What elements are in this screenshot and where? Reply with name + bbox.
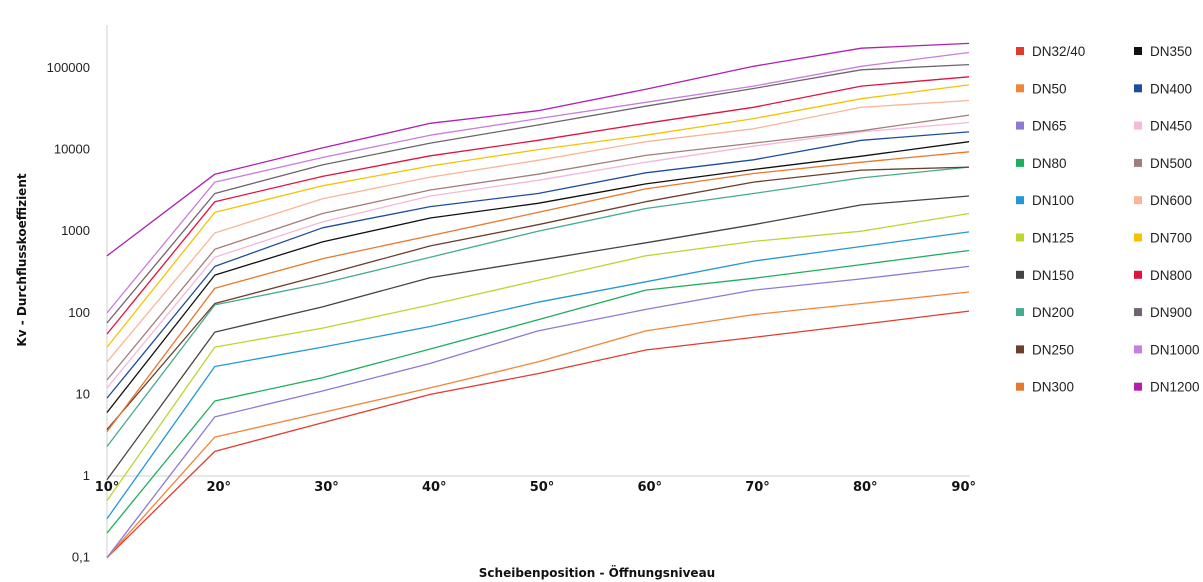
legend-swatch — [1134, 308, 1142, 317]
legend-label: DN600 — [1150, 193, 1192, 208]
y-tick-label: 0,1 — [72, 550, 90, 565]
legend-label: DN450 — [1150, 119, 1192, 134]
x-tick-label: 70° — [745, 480, 770, 495]
series-line — [106, 166, 970, 431]
legend-swatch — [1016, 308, 1024, 317]
chart-axes — [106, 25, 970, 558]
legend-swatch — [1016, 382, 1024, 391]
legend-label: DN300 — [1032, 380, 1074, 395]
legend-label: DN1000 — [1150, 342, 1200, 357]
legend-swatch — [1134, 47, 1142, 55]
series-line — [106, 131, 970, 399]
legend-label: DN80 — [1032, 156, 1067, 171]
legend-label: DN200 — [1032, 305, 1074, 320]
x-tick-label: 30° — [314, 480, 339, 495]
legend-swatch — [1016, 121, 1024, 130]
legend-label: DN125 — [1032, 231, 1074, 246]
series-line — [106, 114, 970, 381]
series-line — [106, 212, 970, 501]
legend-label: DN50 — [1032, 81, 1067, 96]
legend-label: DN350 — [1150, 44, 1192, 59]
legend-label: DN700 — [1150, 231, 1192, 246]
legend-label: DN1200 — [1150, 380, 1200, 395]
legend-label: DN150 — [1032, 268, 1074, 283]
legend-swatch — [1134, 382, 1142, 391]
legend-label: DN500 — [1150, 156, 1192, 171]
series-line — [106, 249, 970, 534]
y-tick-label: 10 — [76, 386, 90, 401]
chart-series-lines — [106, 42, 970, 559]
legend-swatch — [1016, 158, 1024, 167]
legend-label: DN800 — [1150, 268, 1192, 283]
series-line — [106, 310, 970, 559]
legend-swatch — [1016, 233, 1024, 242]
legend-label: DN32/40 — [1032, 44, 1085, 59]
series-line — [106, 166, 970, 447]
y-tick-label: 10000 — [54, 142, 90, 157]
legend-swatch — [1134, 270, 1142, 279]
series-line — [106, 99, 970, 363]
series-line — [106, 151, 970, 432]
legend-swatch — [1016, 345, 1024, 354]
legend-swatch — [1016, 84, 1024, 93]
x-tick-label: 60° — [637, 480, 662, 495]
x-tick-label: 90° — [951, 480, 976, 495]
legend-label: DN65 — [1032, 119, 1067, 134]
series-line — [106, 265, 970, 558]
series-line — [106, 291, 970, 559]
series-line — [106, 51, 970, 314]
x-tick-label: 80° — [853, 480, 878, 495]
legend-swatch — [1016, 270, 1024, 279]
series-line — [106, 76, 970, 335]
chart-legend: DN32/40 DN50 DN65 DN80 DN100 DN125 DN150 DN200 D… — [1016, 44, 1200, 395]
y-tick-label: 1000 — [61, 223, 90, 238]
series-line — [106, 84, 970, 348]
y-tick-label: 100000 — [47, 60, 90, 75]
legend-swatch — [1134, 233, 1142, 242]
y-tick-label: 1 — [83, 468, 90, 483]
legend-label: DN400 — [1150, 81, 1192, 96]
x-tick-label: 40° — [422, 480, 447, 495]
series-line — [106, 121, 970, 389]
series-line — [106, 63, 970, 324]
series-line — [106, 231, 970, 520]
legend-label: DN250 — [1032, 342, 1074, 357]
y-axis-title: Kv - Durchflusskoeffizient — [15, 173, 29, 346]
legend-label: DN900 — [1150, 305, 1192, 320]
legend-swatch — [1134, 84, 1142, 93]
series-line — [106, 141, 970, 413]
series-line — [106, 195, 970, 481]
legend-swatch — [1134, 196, 1142, 205]
legend-swatch — [1134, 158, 1142, 167]
x-axis-title: Scheibenposition - Öffnungsniveau — [479, 565, 715, 580]
legend-label: DN100 — [1032, 193, 1074, 208]
legend-swatch — [1134, 345, 1142, 354]
x-tick-label: 20° — [206, 480, 231, 495]
x-tick-label: 50° — [530, 480, 555, 495]
legend-swatch — [1016, 196, 1024, 205]
legend-swatch — [1134, 121, 1142, 130]
y-tick-label: 100 — [68, 305, 90, 320]
series-line — [106, 42, 970, 257]
legend-swatch — [1016, 47, 1024, 55]
